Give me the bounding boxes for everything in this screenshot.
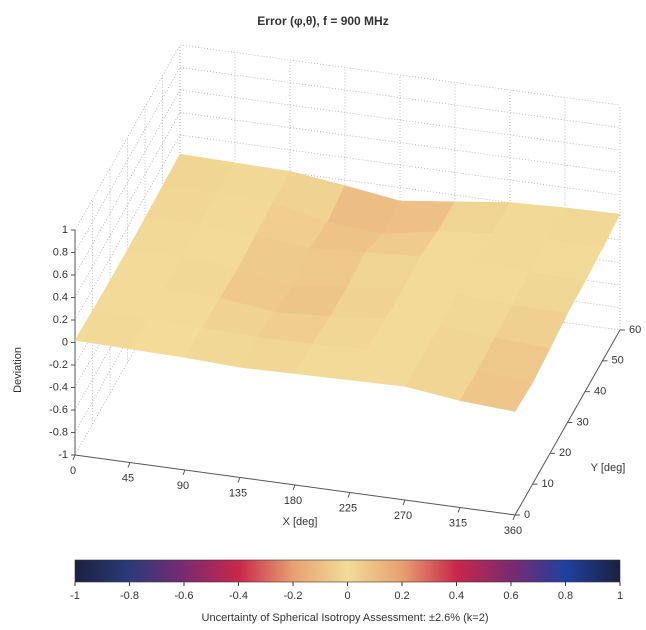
- x-tick-label: 0: [70, 465, 76, 477]
- z-tick-label: 1: [62, 224, 68, 236]
- z-tick-label: -1: [58, 449, 68, 461]
- y-tick-label: 10: [542, 478, 554, 490]
- z-tick-label: -0.2: [49, 359, 68, 371]
- tick-mark: [237, 477, 241, 483]
- z-tick-label: 0: [62, 336, 68, 348]
- x-tick-label: 90: [177, 480, 189, 492]
- y-tick-label: 20: [559, 447, 571, 459]
- axis-line: [74, 454, 516, 516]
- z-tick-label: -0.6: [49, 404, 68, 416]
- colorbar-tick-label: 0.4: [449, 590, 464, 602]
- y-tick-label: 50: [612, 355, 624, 367]
- x-tick-label: 45: [122, 472, 134, 484]
- colorbar-tick-label: -0.8: [120, 590, 139, 602]
- y-axis-label: Y [deg]: [591, 462, 626, 474]
- colorbar-tick-label: -0.4: [229, 590, 248, 602]
- x-tick-label: 135: [229, 487, 247, 499]
- colorbar-tick-label: 1: [617, 590, 623, 602]
- y-tick-label: 60: [629, 324, 641, 336]
- colorbar-tick-label: -0.6: [175, 590, 194, 602]
- x-axis-label: X [deg]: [283, 516, 318, 528]
- y-tick-label: 30: [577, 416, 589, 428]
- colorbar: [74, 559, 621, 583]
- x-tick-label: 270: [394, 510, 412, 522]
- colorbar-tick-label: 0.6: [503, 590, 518, 602]
- tick-mark: [127, 462, 131, 468]
- y-tick-label: 0: [524, 509, 530, 521]
- colorbar-tick-label: 0.8: [558, 590, 573, 602]
- colorbar-tick-label: -0.2: [284, 590, 303, 602]
- colorbar-tick-label: 0: [344, 590, 350, 602]
- surface-cell: [459, 370, 533, 412]
- z-tick-label: 0.6: [53, 269, 68, 281]
- z-tick-label: 0.4: [53, 291, 68, 303]
- z-tick-label: 0.2: [53, 314, 68, 326]
- colorbar-tick-label: 0.2: [394, 590, 409, 602]
- colorbar-tick-label: -1: [70, 590, 80, 602]
- tick-mark: [512, 514, 516, 521]
- colorbar-label: Uncertainty of Spherical Isotropy Assess…: [202, 612, 489, 624]
- z-tick-label: 0.8: [53, 246, 68, 258]
- z-axis-label: Deviation: [12, 347, 24, 393]
- x-tick-label: 225: [339, 502, 357, 514]
- z-tick-label: -0.8: [49, 426, 68, 438]
- tick-mark: [182, 469, 186, 476]
- y-tick-label: 40: [594, 386, 606, 398]
- tick-mark: [457, 507, 461, 513]
- chart-title: Error (φ,θ), f = 900 MHz: [257, 14, 388, 28]
- z-tick-label: -0.4: [49, 381, 68, 393]
- x-tick-label: 315: [449, 517, 467, 529]
- tick-mark: [347, 492, 351, 498]
- x-tick-label: 360: [504, 525, 522, 537]
- tick-mark: [72, 454, 76, 461]
- tick-mark: [402, 499, 406, 506]
- axis-line: [514, 329, 621, 516]
- x-tick-label: 180: [284, 495, 302, 507]
- tick-mark: [292, 484, 296, 491]
